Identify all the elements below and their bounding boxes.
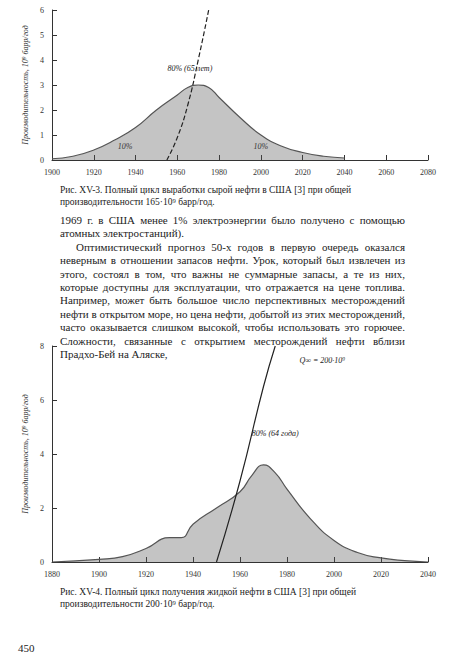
svg-text:6: 6	[40, 6, 44, 15]
svg-text:0: 0	[40, 156, 44, 165]
svg-text:1980: 1980	[279, 570, 295, 579]
svg-text:2020: 2020	[295, 168, 311, 177]
svg-text:8: 8	[40, 342, 44, 351]
svg-text:1900: 1900	[91, 570, 107, 579]
svg-text:2020: 2020	[373, 570, 389, 579]
svg-text:Производительность, 10⁹ барр/г: Производительность, 10⁹ барр/год	[21, 25, 30, 146]
svg-text:1960: 1960	[232, 570, 248, 579]
svg-text:80% (64 года): 80% (64 года)	[252, 429, 299, 438]
svg-text:1940: 1940	[185, 570, 201, 579]
svg-text:2040: 2040	[336, 168, 352, 177]
svg-text:2060: 2060	[378, 168, 394, 177]
svg-text:80% (65 лет): 80% (65 лет)	[167, 64, 212, 73]
svg-text:2040: 2040	[420, 570, 436, 579]
svg-text:0: 0	[40, 558, 44, 567]
svg-text:1880: 1880	[44, 570, 60, 579]
svg-text:2000: 2000	[326, 570, 342, 579]
svg-text:1920: 1920	[86, 168, 102, 177]
svg-text:3: 3	[40, 81, 44, 90]
svg-text:2: 2	[40, 106, 44, 115]
svg-text:4: 4	[40, 56, 44, 65]
svg-text:Производительность, 10⁹ барр/г: Производительность, 10⁹ барр/год	[21, 394, 30, 515]
svg-text:1980: 1980	[211, 168, 227, 177]
svg-text:1940: 1940	[128, 168, 144, 177]
svg-text:6: 6	[40, 396, 44, 405]
svg-text:2000: 2000	[253, 168, 269, 177]
svg-text:1960: 1960	[169, 168, 185, 177]
svg-text:1920: 1920	[138, 570, 154, 579]
svg-text:Q∞ = 200·10⁹: Q∞ = 200·10⁹	[299, 356, 345, 365]
svg-text:2080: 2080	[420, 168, 436, 177]
svg-text:5: 5	[40, 31, 44, 40]
svg-text:1900: 1900	[44, 168, 60, 177]
svg-text:1: 1	[40, 131, 44, 140]
svg-text:2: 2	[40, 504, 44, 513]
svg-text:4: 4	[40, 450, 44, 459]
